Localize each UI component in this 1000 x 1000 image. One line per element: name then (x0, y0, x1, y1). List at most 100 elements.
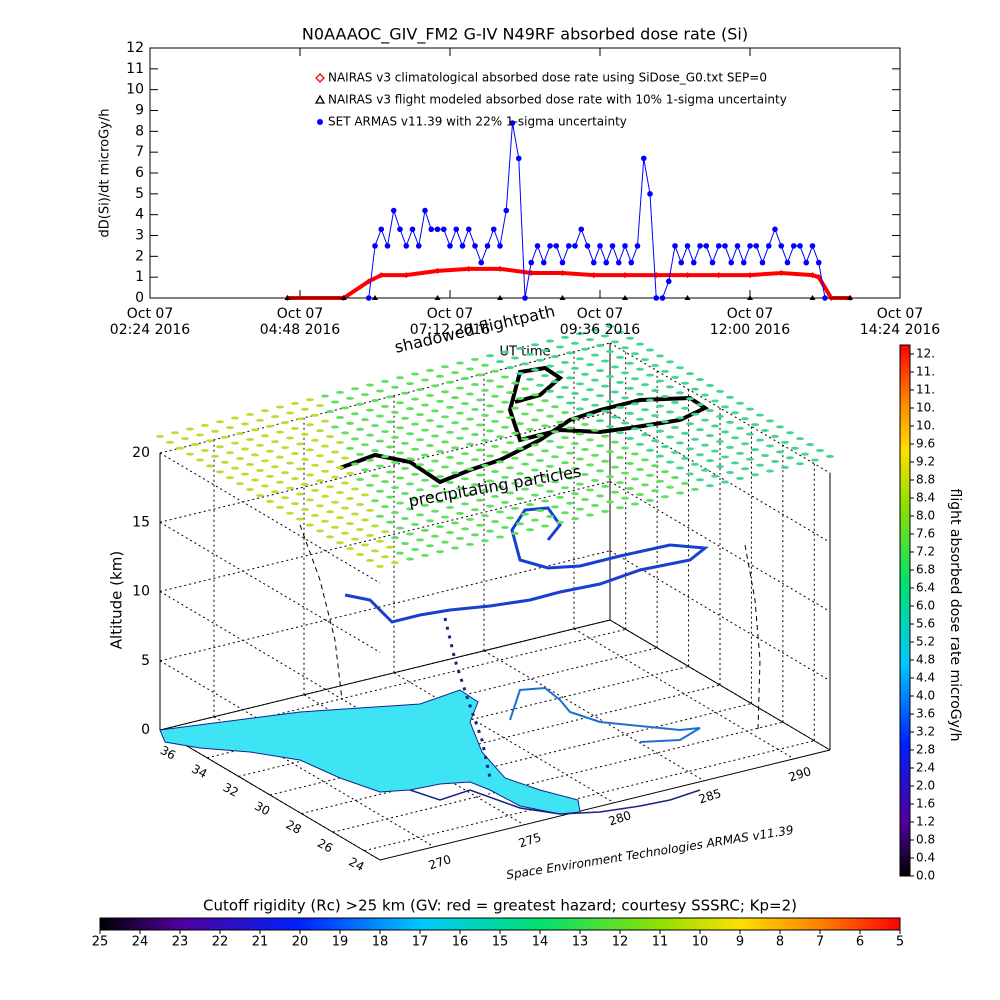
particle-dash (701, 393, 709, 397)
particle-dash (511, 431, 519, 435)
particle-dash (256, 418, 264, 422)
data-point (528, 259, 535, 266)
lat-tick-label: 30 (252, 799, 272, 819)
particle-dash (396, 451, 404, 455)
particle-dash (641, 408, 649, 412)
particle-dash (556, 470, 564, 474)
data-point (515, 155, 522, 162)
data-point (597, 243, 603, 249)
particle-dash (436, 399, 444, 403)
particle-dash (306, 523, 314, 527)
particle-dash (451, 546, 459, 550)
particle-dash (696, 453, 704, 457)
particle-dash (376, 539, 384, 543)
data-point (503, 207, 510, 214)
grid-line (609, 411, 831, 543)
particle-dash (671, 476, 679, 480)
colorbar-tick-label: 7.6 (916, 527, 935, 541)
lat-tick-label: 28 (284, 817, 304, 837)
particle-dash (506, 416, 514, 420)
particle-dash (381, 404, 389, 408)
particle-dash (671, 400, 679, 404)
particle-dash (546, 514, 554, 518)
particle-dash (696, 478, 704, 482)
particle-dash (636, 492, 644, 496)
particle-dash (586, 363, 594, 367)
particle-dash (391, 536, 399, 540)
particle-dash (661, 495, 669, 499)
particle-dash (556, 445, 564, 449)
colorbar-tick-label: 10. (916, 401, 935, 415)
particle-dash (226, 451, 234, 455)
particle-dash (766, 419, 774, 423)
particle-dash (411, 397, 419, 401)
colorbar-tick-label: 0.4 (916, 851, 935, 865)
particle-dash (541, 449, 549, 453)
particle-dash (431, 384, 439, 388)
particle-dash (401, 466, 409, 470)
particle-dash (456, 436, 464, 440)
particle-dash (301, 407, 309, 411)
particle-dash (396, 551, 404, 555)
particle-dash (636, 392, 644, 396)
particle-dash (536, 408, 544, 412)
particle-dash (196, 458, 204, 462)
particle-dash (356, 502, 364, 506)
particle-dash (346, 446, 354, 450)
particle-dash (471, 382, 479, 386)
data-point (378, 272, 385, 279)
data-point (747, 272, 753, 279)
particle-dash (441, 515, 449, 519)
particle-dash (381, 505, 389, 509)
y-tick-label: 2 (135, 248, 144, 264)
particle-dash (441, 390, 449, 394)
colorbar-tick-label: 2.0 (916, 779, 935, 793)
particle-dash (566, 401, 574, 405)
data-point (815, 259, 822, 266)
particle-dash (436, 500, 444, 504)
colorbar-tick-label: 7.2 (916, 545, 935, 559)
y-tick-label: 5 (135, 186, 144, 202)
particle-dash (271, 440, 279, 444)
colorbar-tick-label: 25 (92, 935, 109, 950)
particle-dash (546, 489, 554, 493)
particle-dash (651, 364, 659, 368)
particle-dash (586, 488, 594, 492)
x-axis-label: UT time (500, 345, 551, 360)
colorbar-tick-label: 2.4 (916, 761, 935, 775)
particle-dash (466, 492, 474, 496)
particle-dash (386, 395, 394, 399)
y-tick-label: 8 (135, 123, 144, 139)
particle-dash (386, 520, 394, 524)
particle-dash (481, 464, 489, 468)
particle-dash (541, 399, 549, 403)
particle-dash (416, 438, 424, 442)
particle-dash (191, 443, 199, 447)
data-point (622, 295, 628, 300)
particle-dash (366, 483, 374, 487)
particle-dash (356, 477, 364, 481)
particle-dash (711, 399, 719, 403)
particle-dash (711, 424, 719, 428)
particle-dash (571, 416, 579, 420)
particle-dash (656, 479, 664, 483)
particle-dash (561, 486, 569, 490)
particle-dash (531, 418, 539, 422)
particle-dash (376, 389, 384, 393)
x-tick-label: Oct 07 14:24 2016 (859, 306, 941, 338)
particle-dash (266, 499, 274, 503)
particle-dash (521, 462, 529, 466)
particle-dash (466, 367, 474, 371)
particle-dash (581, 422, 589, 426)
particle-dash (696, 378, 704, 382)
particle-dash (601, 384, 609, 388)
particle-dash (321, 494, 329, 498)
particle-dash (701, 418, 709, 422)
particle-dash (381, 480, 389, 484)
particle-dash (626, 386, 634, 390)
legend-marker (314, 94, 326, 104)
y-tick-label: 9 (135, 103, 144, 119)
particle-dash (646, 348, 654, 352)
particle-dash (576, 432, 584, 436)
particle-dash (361, 443, 369, 447)
